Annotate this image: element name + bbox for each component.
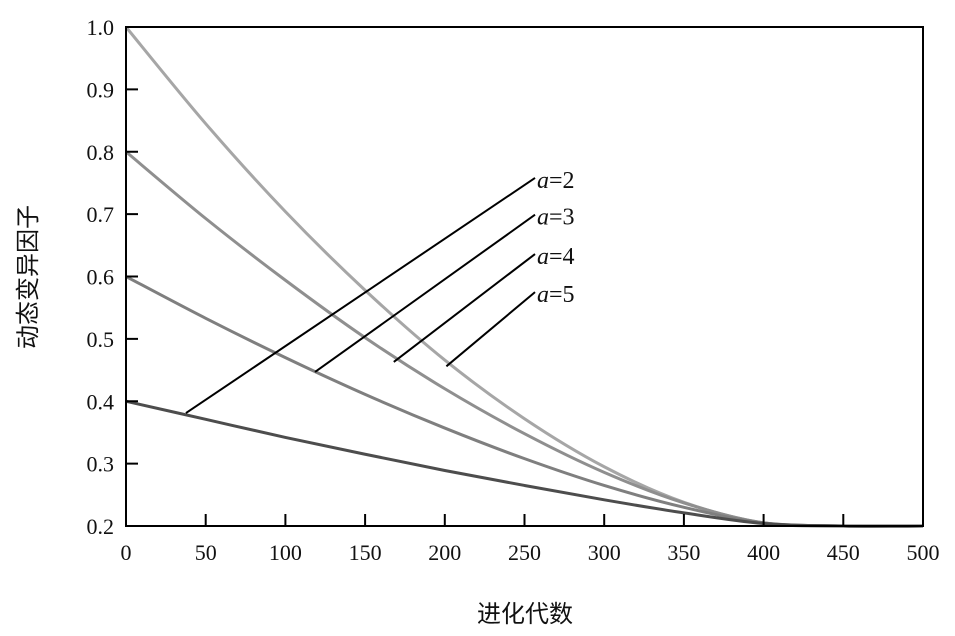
annotation-label: a=3: [537, 205, 575, 231]
annotation-leader-line: [445, 291, 536, 368]
y-tick-label: 0.3: [87, 452, 115, 477]
axes-layer: 0 50 100 150 200 250 300 350 400 450 500 0.2 0.3 0.4 0…: [87, 15, 940, 565]
series-layer: [124, 26, 924, 528]
y-tick-label: 0.7: [87, 202, 115, 227]
y-tick-label: 0.2: [87, 514, 115, 539]
y-axis-title: 动态变异因子: [14, 205, 42, 349]
y-tick-label: 0.5: [87, 327, 115, 352]
annotation-leader-line: [185, 177, 536, 414]
annotation-label-var: a: [537, 244, 549, 270]
annotation-label-var: a: [537, 168, 549, 194]
y-tick-label: 0.9: [87, 77, 115, 102]
x-tick-label: 400: [747, 540, 780, 565]
x-tick-label: 50: [195, 540, 217, 565]
x-tick-label: 450: [827, 540, 860, 565]
series-line-a-5: [124, 26, 924, 528]
x-tick-label: 300: [588, 540, 621, 565]
x-tick-label: 250: [508, 540, 541, 565]
annotation-label: a=5: [537, 282, 575, 308]
plot-frame: [125, 26, 924, 527]
series-line-a-2: [125, 399, 924, 528]
annotation-label: a=4: [537, 244, 575, 270]
annotation-layer: a=2a=3a=4a=5: [185, 168, 575, 414]
series-line-a-3: [125, 275, 924, 528]
x-tick-label: 150: [349, 540, 382, 565]
x-tick-label: 100: [269, 540, 302, 565]
x-axis-title: 进化代数: [477, 600, 573, 628]
annotation-label-var: a: [537, 282, 549, 308]
x-tick-label: 500: [907, 540, 940, 565]
annotation-label-var: a: [537, 205, 549, 231]
annotation-label-value: =5: [549, 282, 575, 308]
annotation-leader-line: [314, 213, 536, 373]
annotation-label-value: =2: [549, 168, 575, 194]
x-tick-label: 200: [428, 540, 461, 565]
x-tick-label: 0: [121, 540, 132, 565]
y-tick-label: 1.0: [87, 15, 115, 40]
annotation-label-value: =3: [549, 205, 575, 231]
annotation-leader-line: [393, 253, 536, 363]
y-tick-label: 0.4: [87, 389, 115, 414]
y-tick-label: 0.6: [87, 265, 115, 290]
annotation-label: a=2: [537, 168, 575, 194]
annotation-label-value: =4: [549, 244, 575, 270]
y-tick-label: 0.8: [87, 140, 115, 165]
x-tick-label: 350: [667, 540, 700, 565]
